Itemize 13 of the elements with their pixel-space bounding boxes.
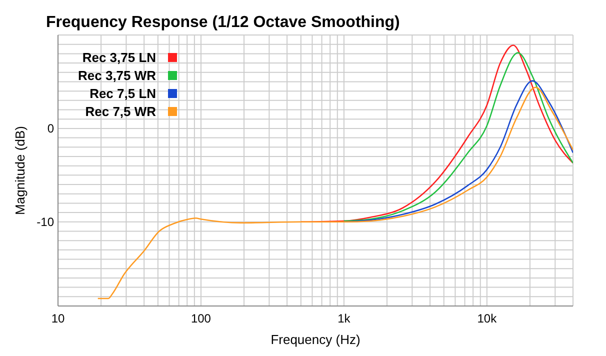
legend-label: Rec 7,5 LN bbox=[90, 86, 156, 100]
x-axis-title: Frequency (Hz) bbox=[270, 332, 360, 347]
legend-label: Rec 3,75 LN bbox=[82, 50, 156, 64]
y-tick-label: -10 bbox=[36, 214, 54, 229]
y-axis-title: Magnitude (dB) bbox=[12, 126, 28, 215]
y-tick-label: 0 bbox=[47, 121, 54, 136]
chart-title: Frequency Response (1/12 Octave Smoothing) bbox=[46, 14, 400, 32]
x-tick-label: 10 bbox=[51, 312, 65, 326]
legend-label: Rec 7,5 WR bbox=[85, 104, 156, 118]
x-tick-label: 10k bbox=[477, 312, 498, 326]
legend-label: Rec 3,75 WR bbox=[78, 68, 156, 82]
x-tick-label: 1k bbox=[338, 312, 352, 326]
x-tick-label: 100 bbox=[190, 312, 212, 326]
